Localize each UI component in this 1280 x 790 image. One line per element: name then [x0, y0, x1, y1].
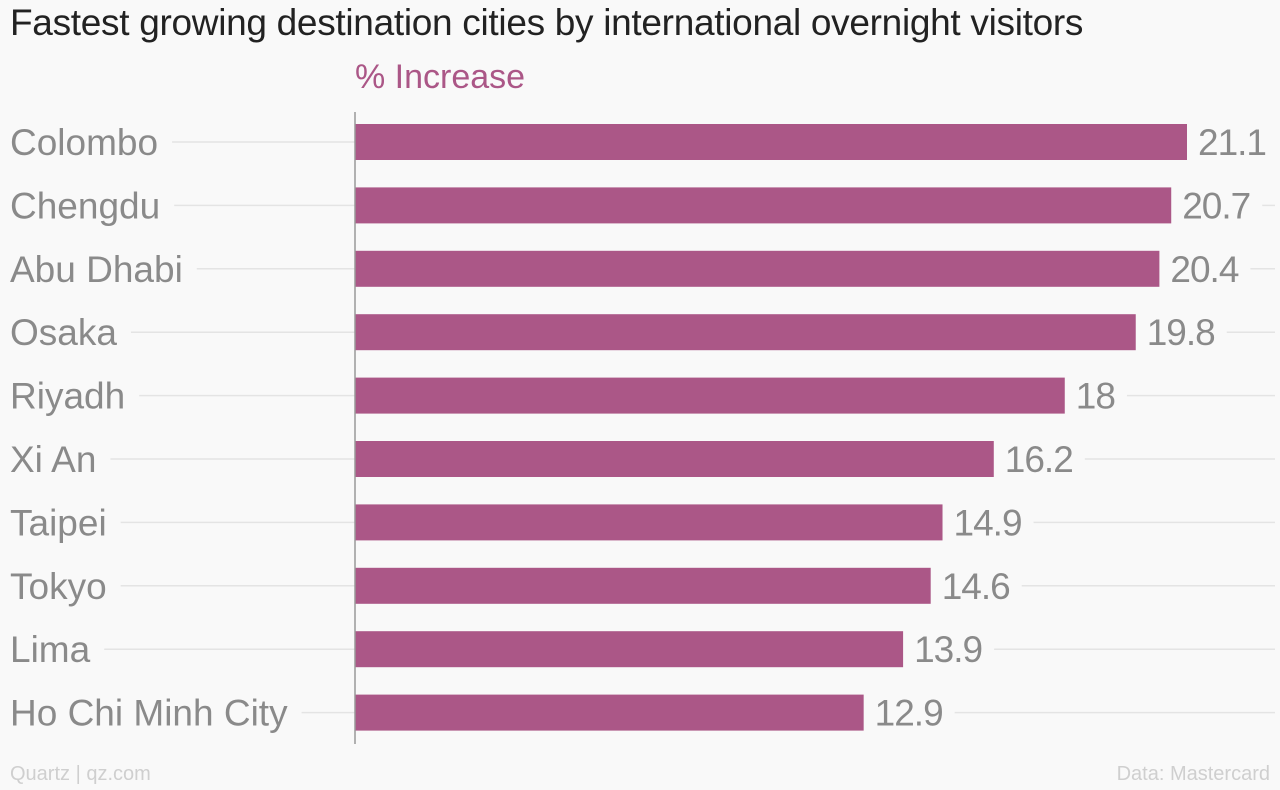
- category-label: Riyadh: [10, 376, 125, 417]
- chart-title: Fastest growing destination cities by in…: [10, 2, 1084, 43]
- labels: Colombo 21.1 Chengdu 20.7 Abu Dhabi 20.4 Osaka…: [10, 122, 1267, 734]
- value-label: 14.6: [942, 566, 1010, 607]
- footer-source-right: Data: Mastercard: [1116, 763, 1270, 785]
- bar: [355, 314, 1136, 351]
- footer-source-left: Quartz | qz.com: [10, 763, 151, 785]
- category-label: Xi An: [10, 439, 96, 480]
- bar: [355, 567, 931, 604]
- bar: [355, 377, 1065, 414]
- value-label: 18: [1076, 376, 1115, 417]
- value-label: 14.9: [954, 502, 1022, 543]
- bar: [355, 441, 994, 477]
- category-label: Tokyo: [10, 566, 107, 607]
- bar: [355, 187, 1172, 224]
- category-label: Ho Chi Minh City: [10, 693, 288, 734]
- value-label: 12.9: [875, 693, 943, 734]
- category-label: Colombo: [10, 122, 158, 163]
- category-label: Chengdu: [10, 185, 160, 226]
- value-label: 19.8: [1147, 312, 1215, 353]
- value-label: 13.9: [914, 629, 982, 670]
- bar: [355, 504, 943, 541]
- value-label: 16.2: [1005, 439, 1073, 480]
- bar: [355, 694, 864, 731]
- bar: [355, 250, 1160, 287]
- value-label: 20.7: [1182, 185, 1250, 226]
- category-label: Abu Dhabi: [10, 249, 183, 290]
- bar: [355, 631, 904, 668]
- series-label: % Increase: [355, 58, 526, 96]
- value-label: 21.1: [1198, 122, 1266, 163]
- category-label: Lima: [10, 629, 91, 670]
- gridlines: [104, 141, 1275, 714]
- category-label: Osaka: [10, 312, 117, 353]
- bar: [355, 124, 1187, 160]
- bars: [355, 124, 1187, 731]
- category-label: Taipei: [10, 502, 107, 543]
- value-label: 20.4: [1170, 249, 1238, 290]
